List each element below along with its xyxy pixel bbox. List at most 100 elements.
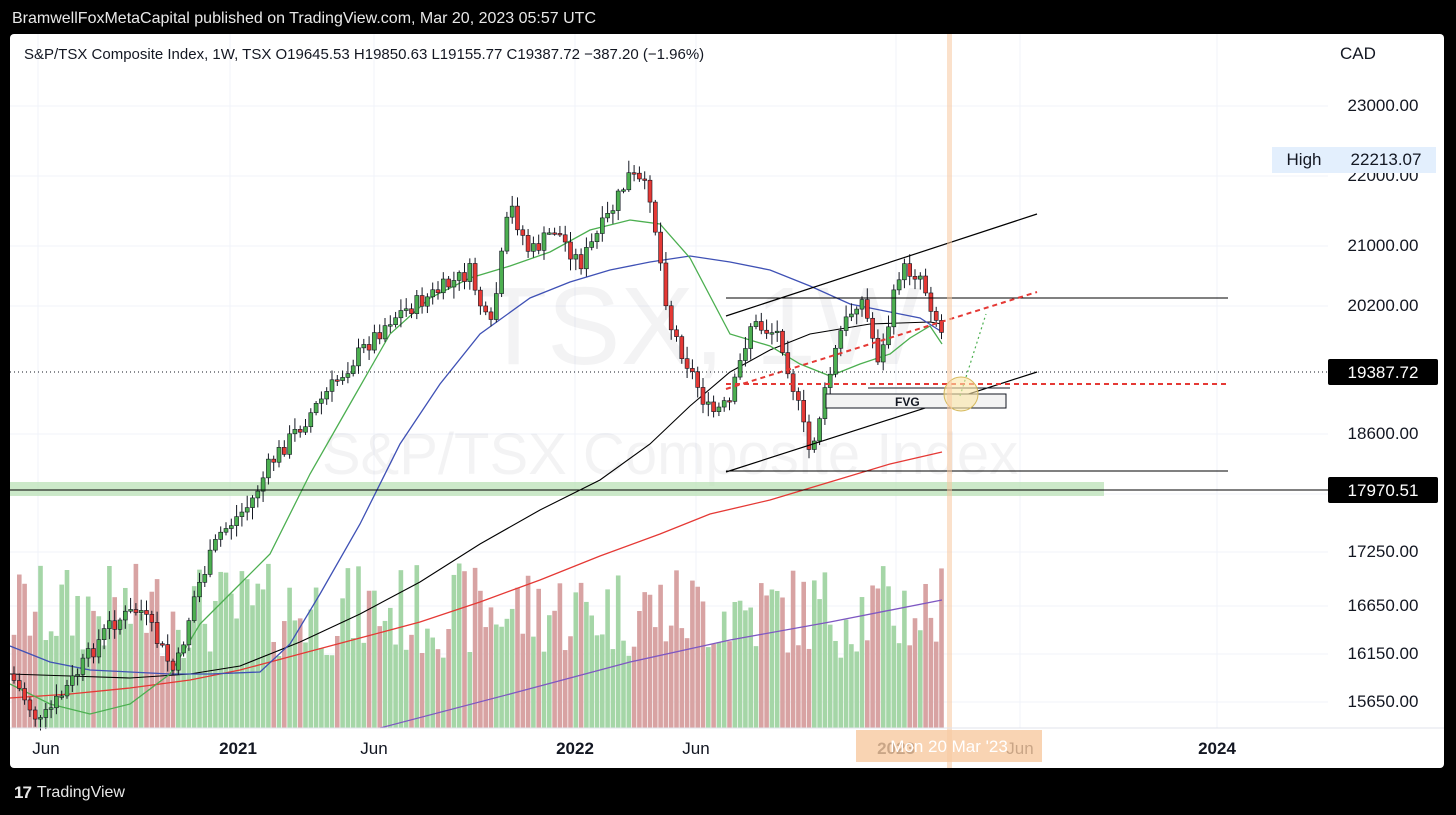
volume-bar — [430, 637, 435, 728]
projection-path — [959, 313, 987, 397]
candle-body — [827, 373, 833, 388]
volume-bar — [509, 608, 515, 728]
volume-bar — [54, 635, 59, 728]
volume-ma-line — [379, 599, 943, 729]
candle-body — [43, 709, 49, 718]
candle-body — [191, 596, 197, 621]
candle-body — [377, 332, 383, 340]
candle-body — [80, 657, 86, 675]
volume-bar — [875, 588, 881, 728]
candle-body — [838, 330, 844, 349]
volume-bar — [907, 645, 912, 728]
candle-body — [896, 279, 902, 291]
currency-label: CAD — [1340, 44, 1376, 63]
chart-panel[interactable]: TSX, 1W S&P/TSX Composite Index — [10, 34, 1444, 768]
volume-bar — [653, 627, 658, 728]
volume-bar — [398, 570, 404, 728]
volume-bar — [409, 634, 414, 728]
last-price-badge — [1328, 359, 1438, 385]
candle-body — [350, 365, 356, 374]
candle-body — [107, 620, 112, 629]
volume-bar — [451, 574, 457, 728]
candle-body — [356, 347, 361, 367]
candle-body — [101, 628, 107, 640]
price-tick-label: 16150.00 — [1348, 644, 1419, 663]
volume-bar — [764, 595, 769, 728]
volume-bar — [255, 583, 261, 728]
candle-body — [387, 324, 393, 327]
candle-body — [610, 210, 616, 214]
volume-bar — [801, 581, 806, 728]
candle-body — [891, 289, 897, 328]
candle-body — [488, 311, 494, 320]
volume-bar — [870, 585, 875, 728]
volume-bar — [17, 574, 22, 728]
candle-body — [281, 447, 287, 455]
candle-body — [568, 241, 573, 260]
price-tick-label: 18600.00 — [1348, 424, 1419, 443]
volume-bar — [695, 586, 700, 728]
volume-bar — [721, 611, 727, 728]
volume-bar — [759, 583, 764, 728]
candle-body — [170, 660, 176, 671]
volume-bar — [732, 601, 738, 728]
volume-bar — [499, 626, 504, 728]
last-price-label: 19387.72 — [1348, 363, 1419, 382]
candle-body — [229, 525, 234, 529]
candle-body — [886, 326, 891, 346]
price-tick-label: 15650.00 — [1348, 692, 1419, 711]
candle-body — [933, 311, 939, 321]
candle-body — [785, 352, 791, 375]
candle-body — [917, 275, 923, 280]
candle-body — [213, 539, 218, 551]
candle-body — [589, 241, 595, 248]
price-chart[interactable]: TSX, 1W S&P/TSX Composite Index — [10, 34, 1444, 768]
candle-body — [796, 391, 801, 401]
volume-bar — [933, 641, 939, 728]
candle-body — [753, 321, 759, 327]
high-badge-value: 22213.07 — [1336, 147, 1436, 173]
volume-bar — [207, 651, 213, 728]
volume-bar — [154, 579, 160, 728]
volume-bar — [133, 563, 139, 728]
volume-bar — [356, 566, 361, 728]
candle-body — [711, 401, 716, 412]
footer-brand[interactable]: 17 TradingView — [14, 783, 125, 803]
volume-bar — [48, 631, 54, 728]
candle-body — [59, 695, 65, 698]
candle-body — [674, 329, 679, 337]
volume-bar — [743, 610, 748, 728]
volume-bar — [101, 645, 107, 728]
candle-body — [425, 296, 430, 307]
candle-body — [345, 373, 351, 378]
candle-body — [737, 360, 743, 378]
volume-bar — [578, 582, 584, 728]
volume-bar — [584, 601, 589, 728]
candle-body — [27, 699, 33, 711]
candle-body — [117, 619, 123, 630]
volume-bar — [425, 628, 430, 728]
watermark-name: S&P/TSX Composite Index — [322, 422, 1018, 487]
volume-bar — [817, 599, 822, 728]
candle-body — [557, 233, 563, 236]
candle-body — [578, 254, 584, 270]
candle-body — [149, 614, 155, 623]
price-tick-label: 20200.00 — [1348, 296, 1419, 315]
volume-bar — [547, 615, 552, 728]
candle-body — [91, 648, 96, 658]
volume-bar — [902, 590, 907, 728]
volume-bar — [488, 607, 494, 728]
volume-bar — [313, 587, 319, 728]
symbol-legend[interactable]: S&P/TSX Composite Index, 1W, TSX O19645.… — [24, 46, 705, 63]
candle-body — [811, 440, 817, 450]
volume-bar — [896, 643, 902, 728]
volume-bar — [403, 649, 409, 728]
candle-body — [334, 379, 340, 382]
volume-bar — [912, 618, 918, 728]
candle-body — [329, 379, 335, 392]
candle-body — [478, 289, 483, 307]
volume-bar — [642, 592, 647, 728]
price-tick-label: 17250.00 — [1348, 542, 1419, 561]
candle-body — [218, 531, 223, 540]
volume-bar — [504, 618, 510, 728]
